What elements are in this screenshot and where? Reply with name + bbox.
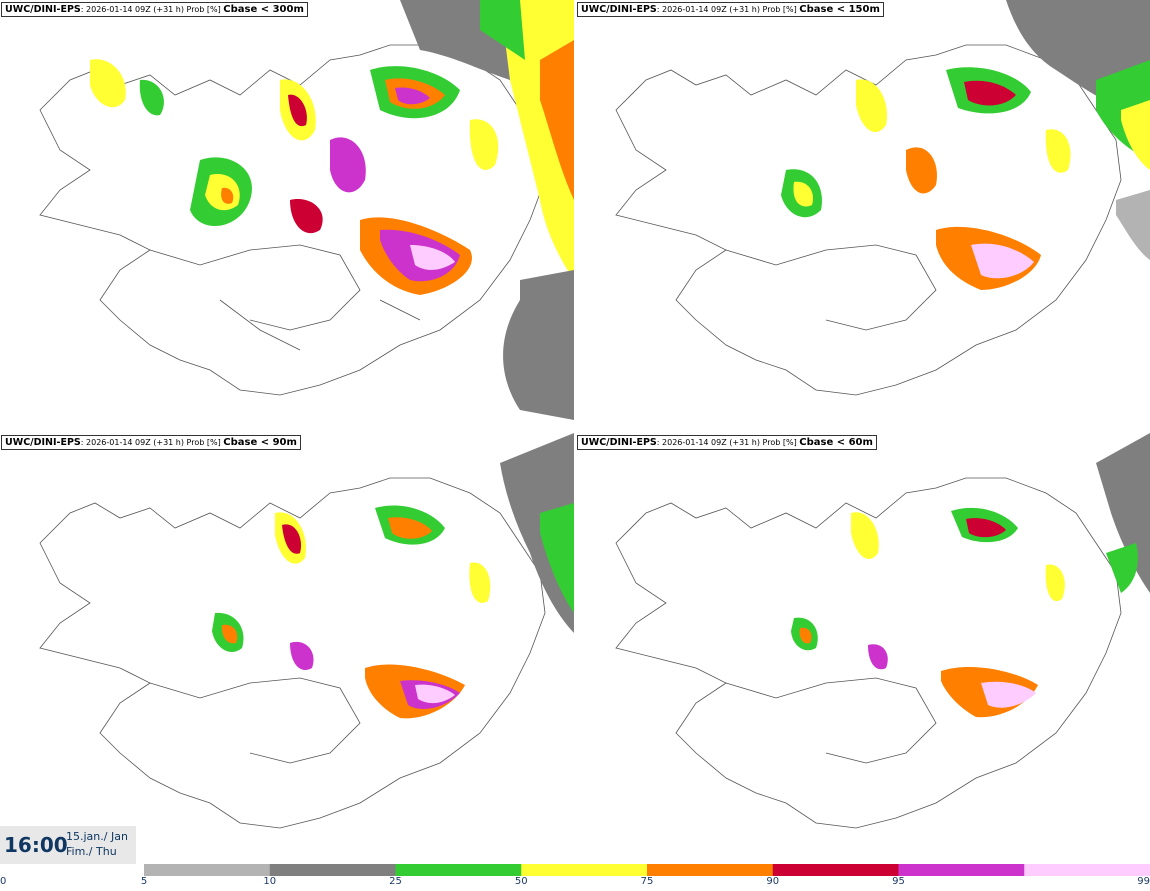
map-panel-300m: UWC/DINI-EPS: 2026-01-14 09Z (+31 h) Pro… (0, 0, 574, 431)
panel-title: UWC/DINI-EPS: 2026-01-14 09Z (+31 h) Pro… (577, 435, 877, 450)
valid-time: 16:00 (4, 833, 68, 857)
map-panel-60m: UWC/DINI-EPS: 2026-01-14 09Z (+31 h) Pro… (576, 433, 1150, 864)
valid-date-line2: Fim./ Thu (66, 845, 117, 858)
colorbar-tick-label: 99 (1137, 876, 1150, 887)
colorbar-segment (521, 864, 648, 876)
valid-time-box (0, 826, 136, 864)
panel-title: UWC/DINI-EPS: 2026-01-14 09Z (+31 h) Pro… (577, 2, 884, 17)
colorbar-tick-label: 10 (263, 876, 277, 887)
probability-map (615, 0, 1150, 396)
panel-title: UWC/DINI-EPS: 2026-01-14 09Z (+31 h) Pro… (1, 2, 308, 17)
colorbar-tick-label: 5 (140, 876, 148, 887)
probability-map (39, 0, 574, 420)
colorbar-tick-label: 50 (514, 876, 528, 887)
colorbar-segment (269, 864, 396, 876)
panel-title: UWC/DINI-EPS: 2026-01-14 09Z (+31 h) Pro… (1, 435, 301, 450)
map-panel-150m: UWC/DINI-EPS: 2026-01-14 09Z (+31 h) Pro… (576, 0, 1150, 431)
colorbar (144, 864, 1150, 876)
probability-map (615, 433, 1150, 829)
map-panel-90m: UWC/DINI-EPS: 2026-01-14 09Z (+31 h) Pro… (0, 433, 574, 864)
colorbar-tick-label: 0 (0, 876, 7, 887)
colorbar-segment (395, 864, 522, 876)
colorbar-segment (647, 864, 774, 876)
colorbar-segment (772, 864, 899, 876)
colorbar-tick-label: 95 (892, 876, 905, 887)
colorbar-tick-label: 25 (389, 876, 402, 887)
colorbar-segment (898, 864, 1025, 876)
colorbar-tick-label: 90 (766, 876, 780, 887)
probability-map (39, 433, 574, 829)
colorbar-segment (1024, 864, 1150, 876)
valid-date-line1: 15.jan./ Jan (66, 830, 128, 843)
colorbar-segment (144, 864, 271, 876)
colorbar-tick-label: 75 (640, 876, 654, 887)
